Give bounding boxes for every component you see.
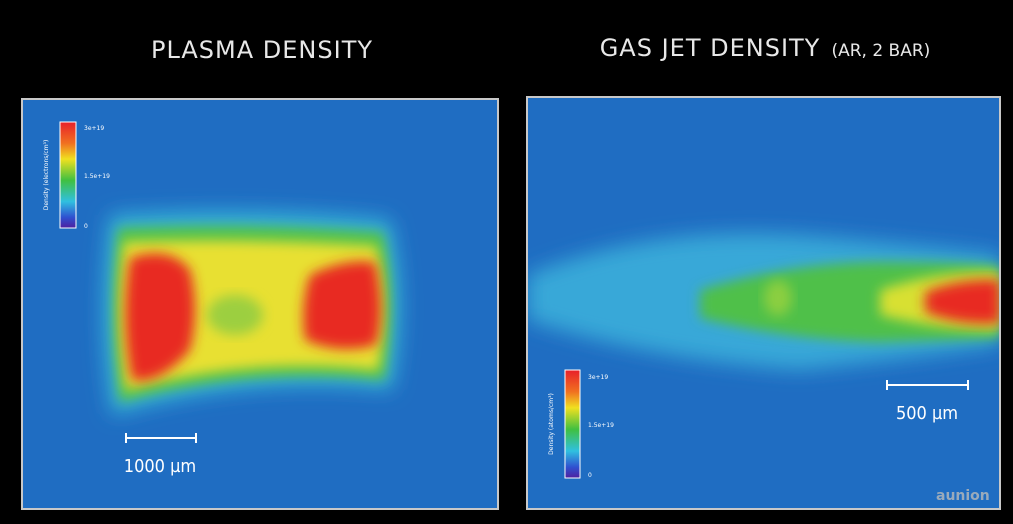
colorbar-tick: 0 [84, 223, 88, 230]
scale-label: 500 µm [896, 403, 958, 424]
plasma-map [22, 99, 498, 509]
colorbar-tick: 3e+19 [588, 374, 608, 381]
panel-frame [21, 98, 499, 510]
scale-label: 1000 µm [124, 456, 196, 477]
scale-bar [125, 433, 197, 443]
scale-bar [886, 380, 969, 390]
colorbar-tick: 1.5e+19 [84, 173, 110, 180]
colorbar-label: Density (atoms/cm³) [548, 393, 555, 455]
panel-title: GAS JET DENSITY (AR, 2 BAR) [600, 34, 931, 62]
colorbar [59, 121, 77, 229]
panel-title-note: (AR, 2 BAR) [831, 41, 930, 61]
colorbar [564, 369, 581, 479]
panel-frame [526, 96, 1001, 510]
panel-title-main: GAS JET DENSITY [600, 34, 821, 62]
colorbar-tick: 3e+19 [84, 125, 104, 132]
colorbar-tick: 1.5e+19 [588, 422, 614, 429]
watermark: aunion [936, 488, 990, 504]
panel-title: PLASMA DENSITY [151, 36, 373, 64]
colorbar-label: Density (electrons/cm³) [43, 140, 50, 211]
colorbar-tick: 0 [588, 472, 592, 479]
gas-jet-map [527, 97, 1000, 509]
